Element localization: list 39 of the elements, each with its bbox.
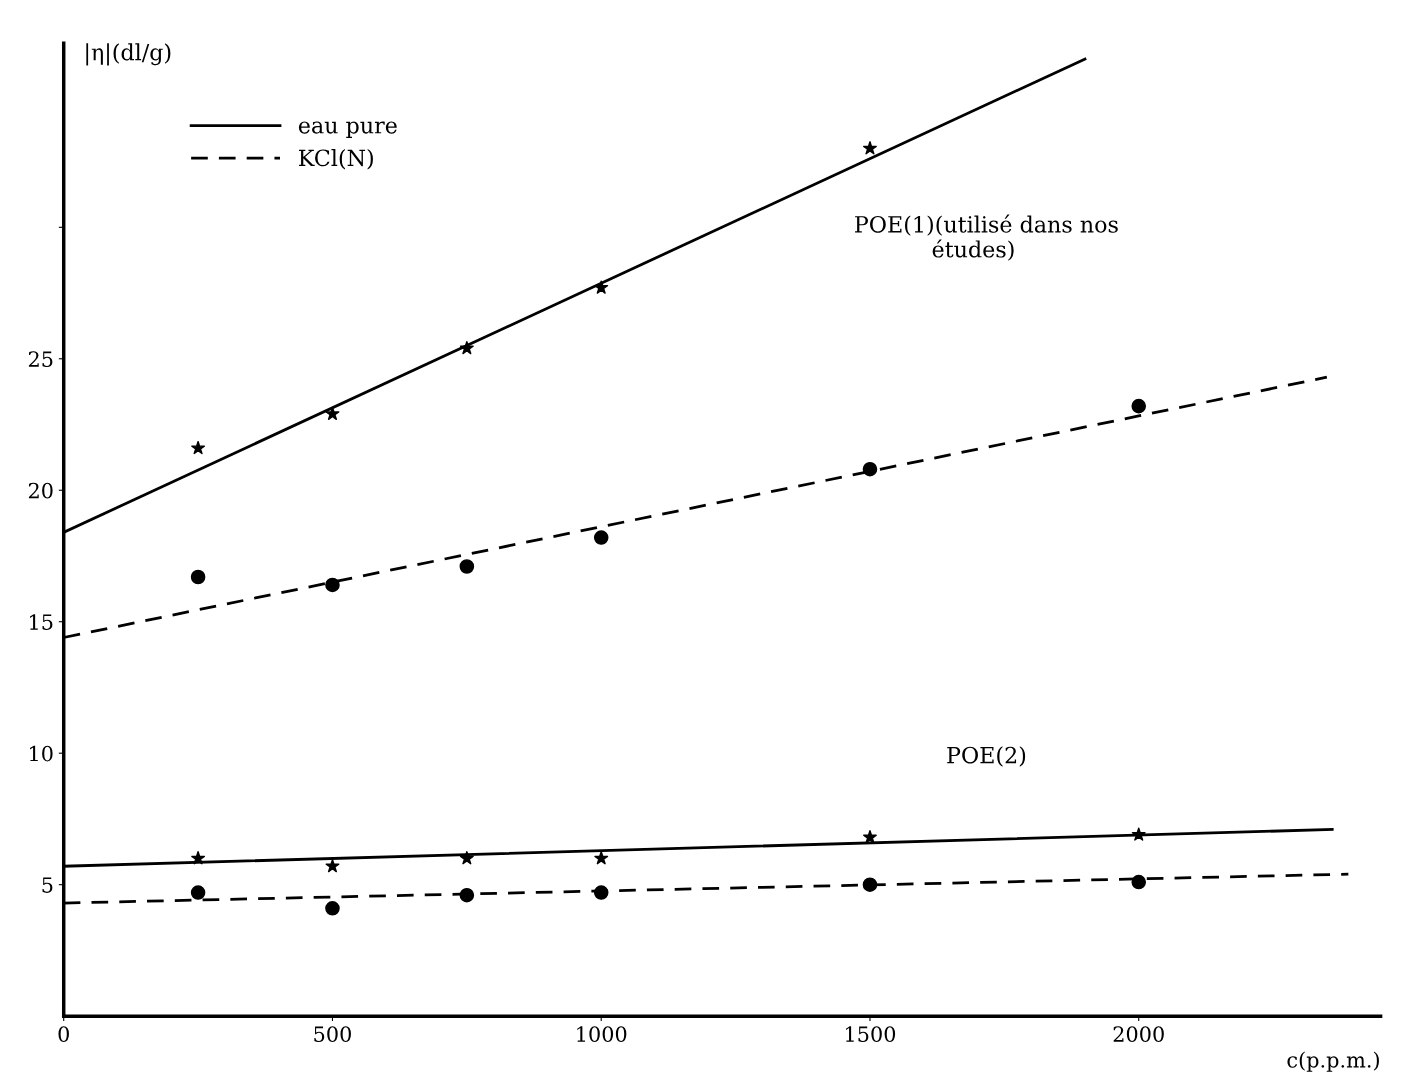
point — [1131, 398, 1147, 414]
x-tick-label: 2000 — [1113, 1026, 1164, 1042]
x-axis-title: c(p.p.m.) — [1287, 1051, 1379, 1072]
y-tick-label: 20 — [28, 482, 53, 499]
y-axis-title: |η|(dl/g) — [86, 43, 171, 66]
point — [459, 887, 475, 903]
point — [459, 851, 474, 865]
point — [593, 885, 609, 900]
point — [594, 280, 609, 294]
point — [459, 340, 474, 355]
y-tick-label: 25 — [28, 351, 53, 367]
point — [862, 461, 878, 477]
legend-label: KCl(N) — [299, 149, 373, 170]
point — [325, 858, 340, 873]
point — [863, 141, 877, 155]
x-tick-label: 1500 — [846, 1026, 896, 1042]
point — [593, 530, 609, 545]
x-tick-label: 1000 — [577, 1026, 627, 1042]
point — [191, 440, 206, 455]
point — [325, 577, 340, 593]
point — [325, 406, 340, 421]
point — [325, 901, 340, 916]
point — [862, 877, 878, 892]
point — [190, 885, 206, 900]
y-tick-label: 15 — [30, 614, 53, 630]
legend-label: eau pure — [298, 121, 397, 138]
point — [459, 559, 475, 574]
point — [1131, 874, 1147, 890]
point — [190, 569, 206, 585]
point — [594, 851, 609, 865]
x-tick-label: 0 — [58, 1026, 69, 1042]
point — [191, 851, 206, 865]
annotation: POE(1)(utilisé dans nos études) — [855, 214, 1118, 261]
y-tick-label: 5 — [42, 877, 53, 893]
point — [1131, 827, 1146, 841]
x-tick-label: 500 — [314, 1026, 351, 1042]
y-tick-label: 10 — [30, 745, 53, 762]
point — [863, 830, 877, 844]
annotation: POE(2) — [947, 746, 1026, 767]
